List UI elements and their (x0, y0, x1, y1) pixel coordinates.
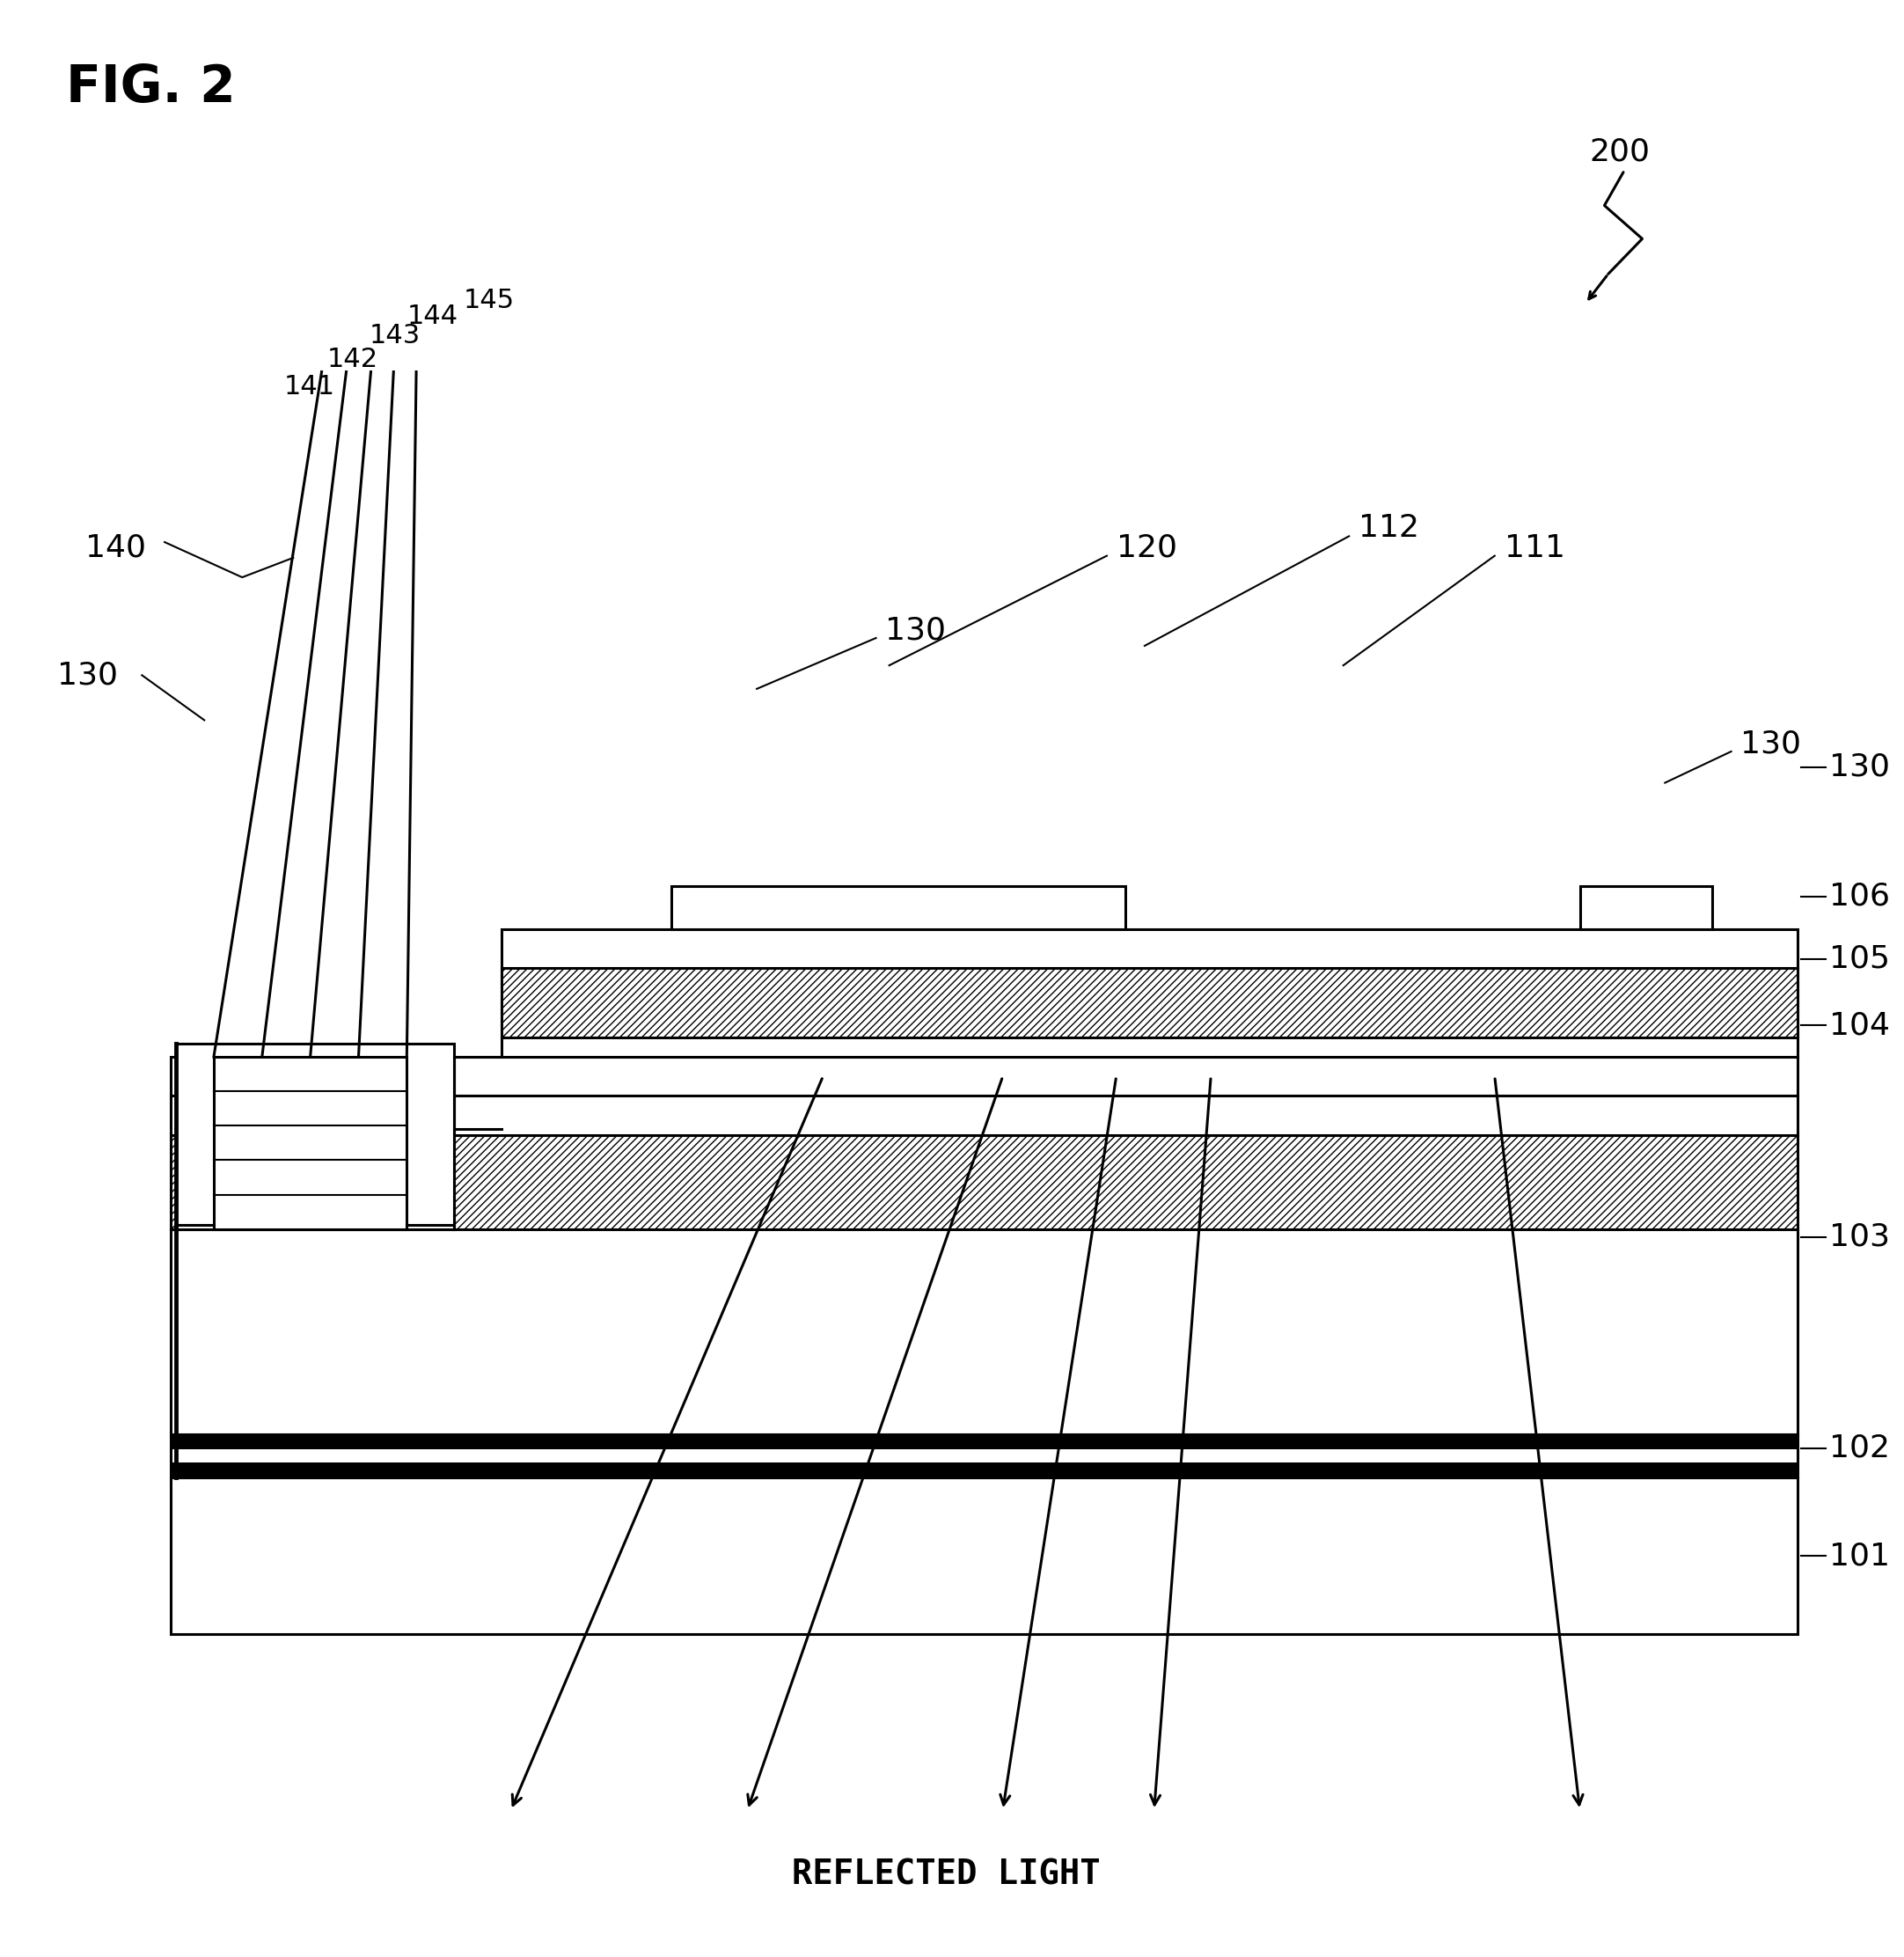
Bar (175, 1043, 453, 1229)
Bar (169, 1450, 1797, 1462)
Text: 144: 144 (407, 303, 459, 329)
Text: 130: 130 (57, 660, 118, 691)
Bar (169, 1096, 1797, 1135)
Bar (501, 930, 1797, 1057)
Text: 105: 105 (1830, 943, 1891, 975)
Text: 142: 142 (327, 346, 379, 372)
Text: 141: 141 (284, 374, 335, 399)
Text: 111: 111 (1504, 532, 1565, 564)
Bar (169, 1434, 1797, 1450)
Text: 130: 130 (885, 614, 946, 646)
Text: FIG. 2: FIG. 2 (67, 63, 236, 114)
Text: 106: 106 (1830, 881, 1891, 912)
Text: 200: 200 (1590, 137, 1651, 166)
Text: 112: 112 (1358, 513, 1418, 544)
Bar (169, 1434, 1797, 1478)
Text: 103: 103 (1830, 1221, 1891, 1252)
Bar (1580, 887, 1712, 930)
Bar (501, 969, 1797, 1037)
Bar (213, 1057, 407, 1229)
Text: 104: 104 (1830, 1010, 1891, 1041)
Text: 145: 145 (463, 288, 514, 313)
Text: REFLECTED LIGHT: REFLECTED LIGHT (792, 1857, 1101, 1892)
Bar (169, 1462, 1797, 1478)
Bar (169, 1229, 1797, 1434)
Text: 102: 102 (1830, 1433, 1891, 1464)
Bar (169, 1478, 1797, 1634)
Text: 140: 140 (86, 532, 147, 564)
Text: 143: 143 (369, 323, 421, 348)
Text: 101: 101 (1830, 1540, 1891, 1571)
Bar (169, 1057, 1797, 1096)
Text: 130: 130 (1830, 751, 1891, 783)
Bar (672, 887, 1125, 930)
Bar (169, 1135, 1797, 1229)
Text: 130: 130 (1740, 728, 1801, 759)
Text: 120: 120 (1116, 532, 1177, 564)
